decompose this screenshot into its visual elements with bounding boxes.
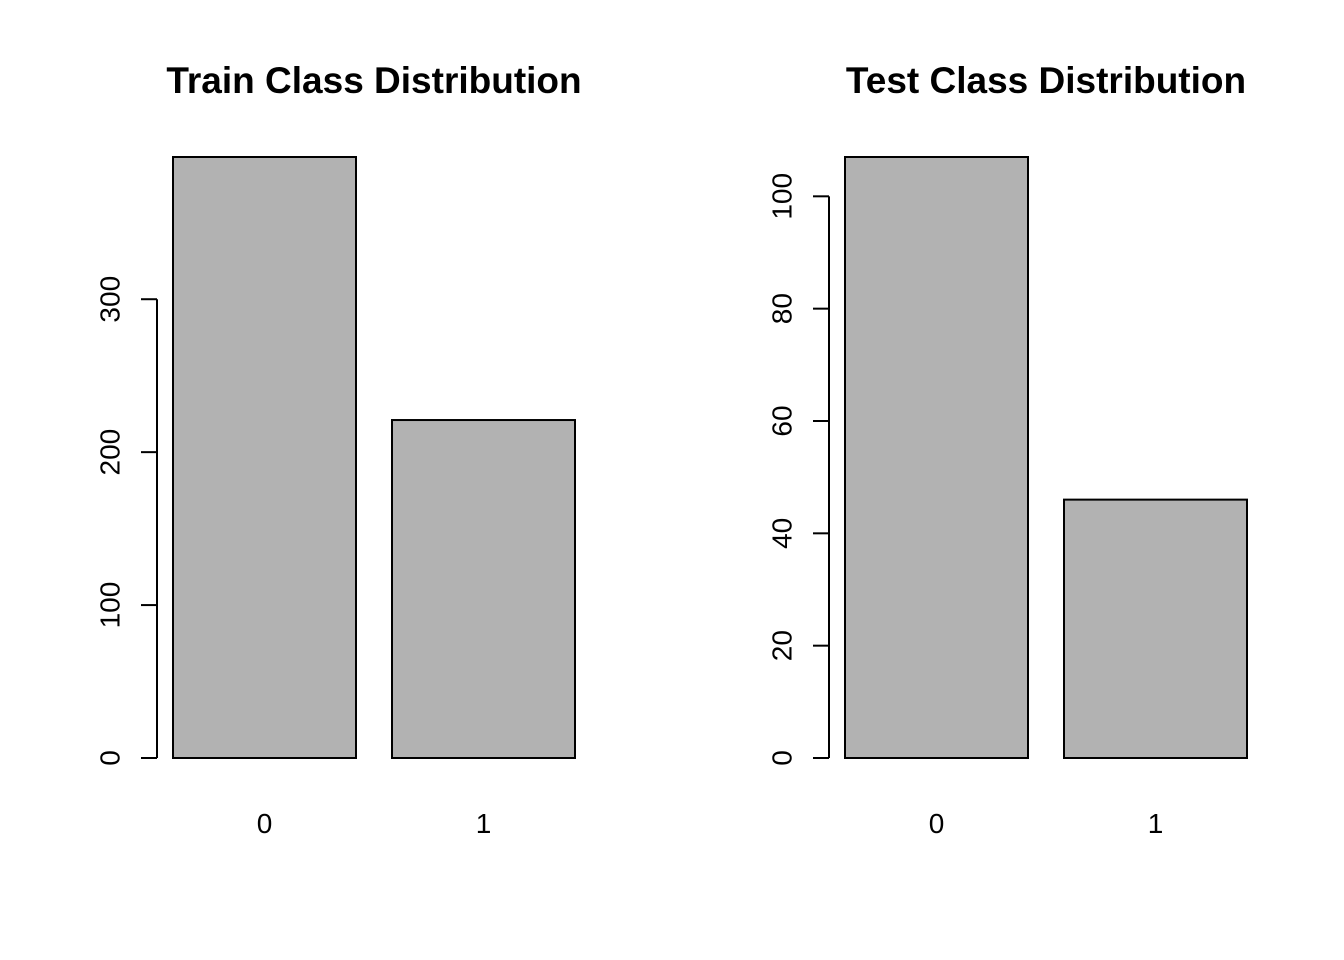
test-bar-0 [844, 156, 1029, 759]
train-bar-1 [391, 419, 576, 759]
test-x-tick-label: 0 [929, 808, 945, 839]
test-y-tick-label: 80 [767, 293, 798, 324]
test-y-axis: 0 20 40 60 80 100 [767, 173, 830, 766]
train-x-tick-label: 1 [476, 808, 492, 839]
train-x-tick-label: 0 [257, 808, 273, 839]
test-y-tick-label: 100 [767, 173, 798, 220]
train-chart-title: Train Class Distribution [166, 60, 581, 101]
train-bar-0 [172, 156, 357, 759]
train-y-axis: 0 100 200 300 [95, 276, 158, 766]
train-y-tick-label: 200 [95, 429, 126, 476]
train-bars [172, 156, 576, 759]
test-bars [844, 156, 1248, 759]
test-chart-title: Test Class Distribution [846, 60, 1246, 101]
train-y-tick-label: 0 [95, 750, 126, 766]
test-bar-1 [1063, 498, 1248, 759]
train-y-tick-label: 300 [95, 276, 126, 323]
test-y-tick-label: 40 [767, 518, 798, 549]
test-y-tick-label: 20 [767, 630, 798, 661]
test-x-tick-label: 1 [1148, 808, 1164, 839]
train-y-tick-label: 100 [95, 582, 126, 629]
test-y-tick-label: 0 [767, 750, 798, 766]
test-y-tick-label: 60 [767, 405, 798, 436]
